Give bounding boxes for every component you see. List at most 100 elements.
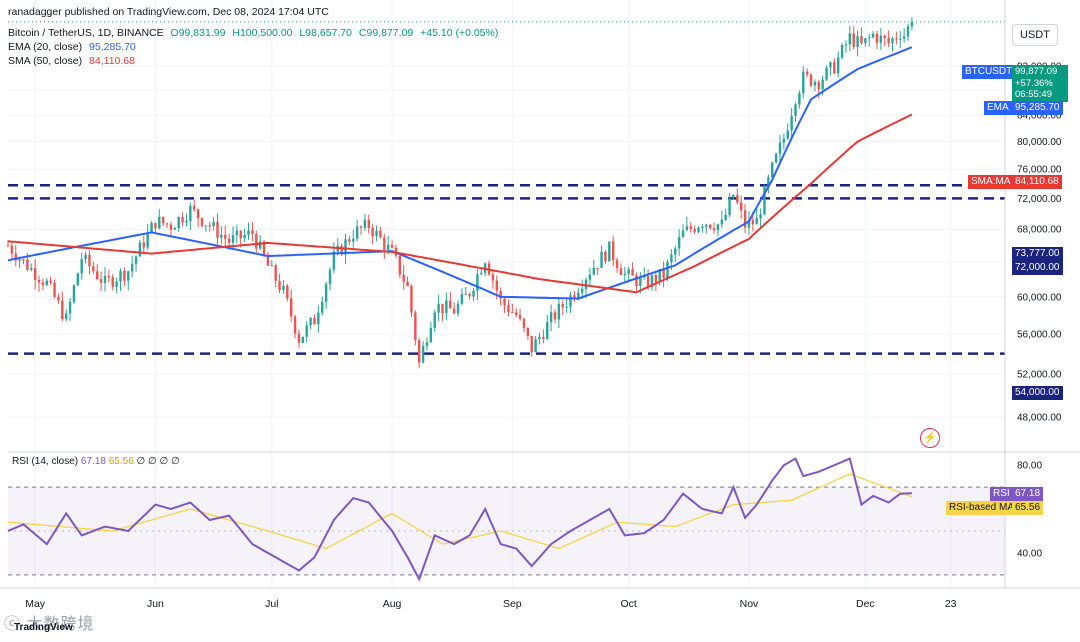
- time-tick-label: Aug: [383, 598, 402, 610]
- currency-button[interactable]: USDT: [1012, 24, 1058, 46]
- candle-body: [720, 219, 724, 225]
- candle-body: [262, 241, 266, 255]
- candle-body: [96, 271, 99, 280]
- candle-body: [383, 237, 386, 250]
- candle-body: [286, 285, 289, 299]
- time-tick-label: May: [25, 598, 46, 610]
- candle-body: [809, 74, 813, 86]
- candle-body: [328, 269, 332, 285]
- candle-body: [53, 282, 56, 297]
- candle-body: [313, 318, 316, 325]
- candle-body: [433, 312, 436, 328]
- candle-body: [856, 36, 859, 47]
- candle-body: [883, 35, 886, 38]
- candle-body: [193, 205, 196, 210]
- candle-body: [499, 290, 502, 299]
- candle-body: [37, 279, 41, 283]
- rsi-legend[interactable]: RSI (14, close) 67.18 65.56 ∅ ∅ ∅ ∅: [12, 456, 180, 467]
- candle-body: [154, 222, 157, 229]
- candle-body: [774, 153, 778, 163]
- x-axis-labels: May Jun Jul Aug Sep Oct Nov Dec 23: [25, 598, 956, 610]
- candle-body: [321, 301, 324, 313]
- candle-body: [712, 228, 716, 231]
- rsi-ma-axis-label: RSI-based MA: [946, 501, 1018, 515]
- last-price-box: 99,877.09 +57.36% 06:55:49: [1012, 65, 1068, 102]
- price-tick-label: 72,000.00: [1017, 194, 1062, 205]
- candle-body: [270, 265, 274, 267]
- candle-body: [802, 71, 805, 94]
- candle-body: [813, 81, 817, 86]
- rsi-line: [7, 457, 912, 582]
- candle-body: [526, 327, 530, 336]
- candle-body: [507, 305, 510, 313]
- candle-body: [798, 93, 801, 105]
- candle-body: [158, 217, 161, 229]
- candle-body: [771, 162, 774, 178]
- candle-body: [701, 226, 704, 228]
- candle-body: [623, 273, 627, 275]
- candle-body: [371, 227, 374, 237]
- candle-body: [359, 226, 363, 228]
- candle-body: [18, 259, 21, 261]
- candle-body: [130, 263, 134, 272]
- candle-body: [375, 230, 378, 237]
- candle-body: [518, 315, 522, 319]
- candle-body: [658, 269, 661, 283]
- candle-body: [26, 259, 29, 270]
- candle-body: [584, 279, 588, 289]
- candle-body: [309, 318, 312, 326]
- candle-body: [45, 280, 48, 285]
- candle-body: [674, 248, 677, 255]
- candle-body: [685, 226, 689, 231]
- rsi-axis-value: 67.18: [1012, 487, 1044, 501]
- symbol-name[interactable]: Bitcoin / TetherUS, 1D, BINANCE: [8, 27, 164, 39]
- candle-body: [495, 280, 499, 291]
- candle-body: [200, 218, 204, 226]
- price-tick-label: 80,000.00: [1017, 137, 1062, 148]
- candle-body: [41, 282, 45, 285]
- candle-body: [716, 224, 720, 231]
- candle-body: [414, 312, 417, 341]
- candle-body: [289, 298, 293, 317]
- candle-body: [49, 280, 52, 283]
- sma-legend[interactable]: SMA (50, close) 84,110.68: [8, 55, 139, 67]
- candle-body: [891, 38, 894, 44]
- candle-body: [266, 254, 270, 266]
- price-tick-label: 48,000.00: [1017, 413, 1062, 424]
- candle-body: [305, 325, 308, 337]
- time-tick-label: Jul: [265, 598, 278, 610]
- candle-body: [708, 224, 712, 229]
- candle-body: [68, 301, 72, 314]
- sma-legend-value: 84,110.68: [89, 55, 135, 67]
- candle-body: [728, 198, 731, 215]
- candle-body: [895, 38, 898, 40]
- candle-body: [243, 235, 246, 239]
- lightning-icon[interactable]: ⚡: [920, 428, 940, 448]
- candle-body: [615, 260, 619, 269]
- candle-body: [119, 270, 122, 282]
- ema-line: [7, 46, 913, 300]
- candle-body: [805, 71, 809, 75]
- rsi-legend-extra: ∅ ∅ ∅ ∅: [136, 456, 180, 467]
- candle-body: [875, 33, 879, 43]
- candle-body: [64, 313, 68, 320]
- candle-body: [697, 227, 700, 232]
- candle-body: [220, 234, 223, 238]
- candle-body: [297, 333, 301, 343]
- candle-body: [134, 256, 138, 264]
- rsi-legend-label: RSI (14, close): [12, 456, 79, 467]
- time-tick-label: Nov: [740, 598, 759, 610]
- candle-body: [670, 254, 673, 262]
- rsi-legend-value: 67.18: [80, 456, 106, 467]
- candle-body: [778, 142, 782, 154]
- rsi-band: [8, 486, 1005, 576]
- candlestick-series: [6, 17, 914, 369]
- candle-body: [549, 312, 553, 323]
- level-73777-tag: 73,777.00: [1012, 247, 1063, 261]
- candle-body: [879, 35, 883, 43]
- candle-body: [212, 221, 215, 227]
- candle-body: [530, 335, 533, 353]
- ema-legend[interactable]: EMA (20, close) 95,285.70: [8, 41, 140, 53]
- sma-legend-label: SMA (50, close): [8, 55, 83, 67]
